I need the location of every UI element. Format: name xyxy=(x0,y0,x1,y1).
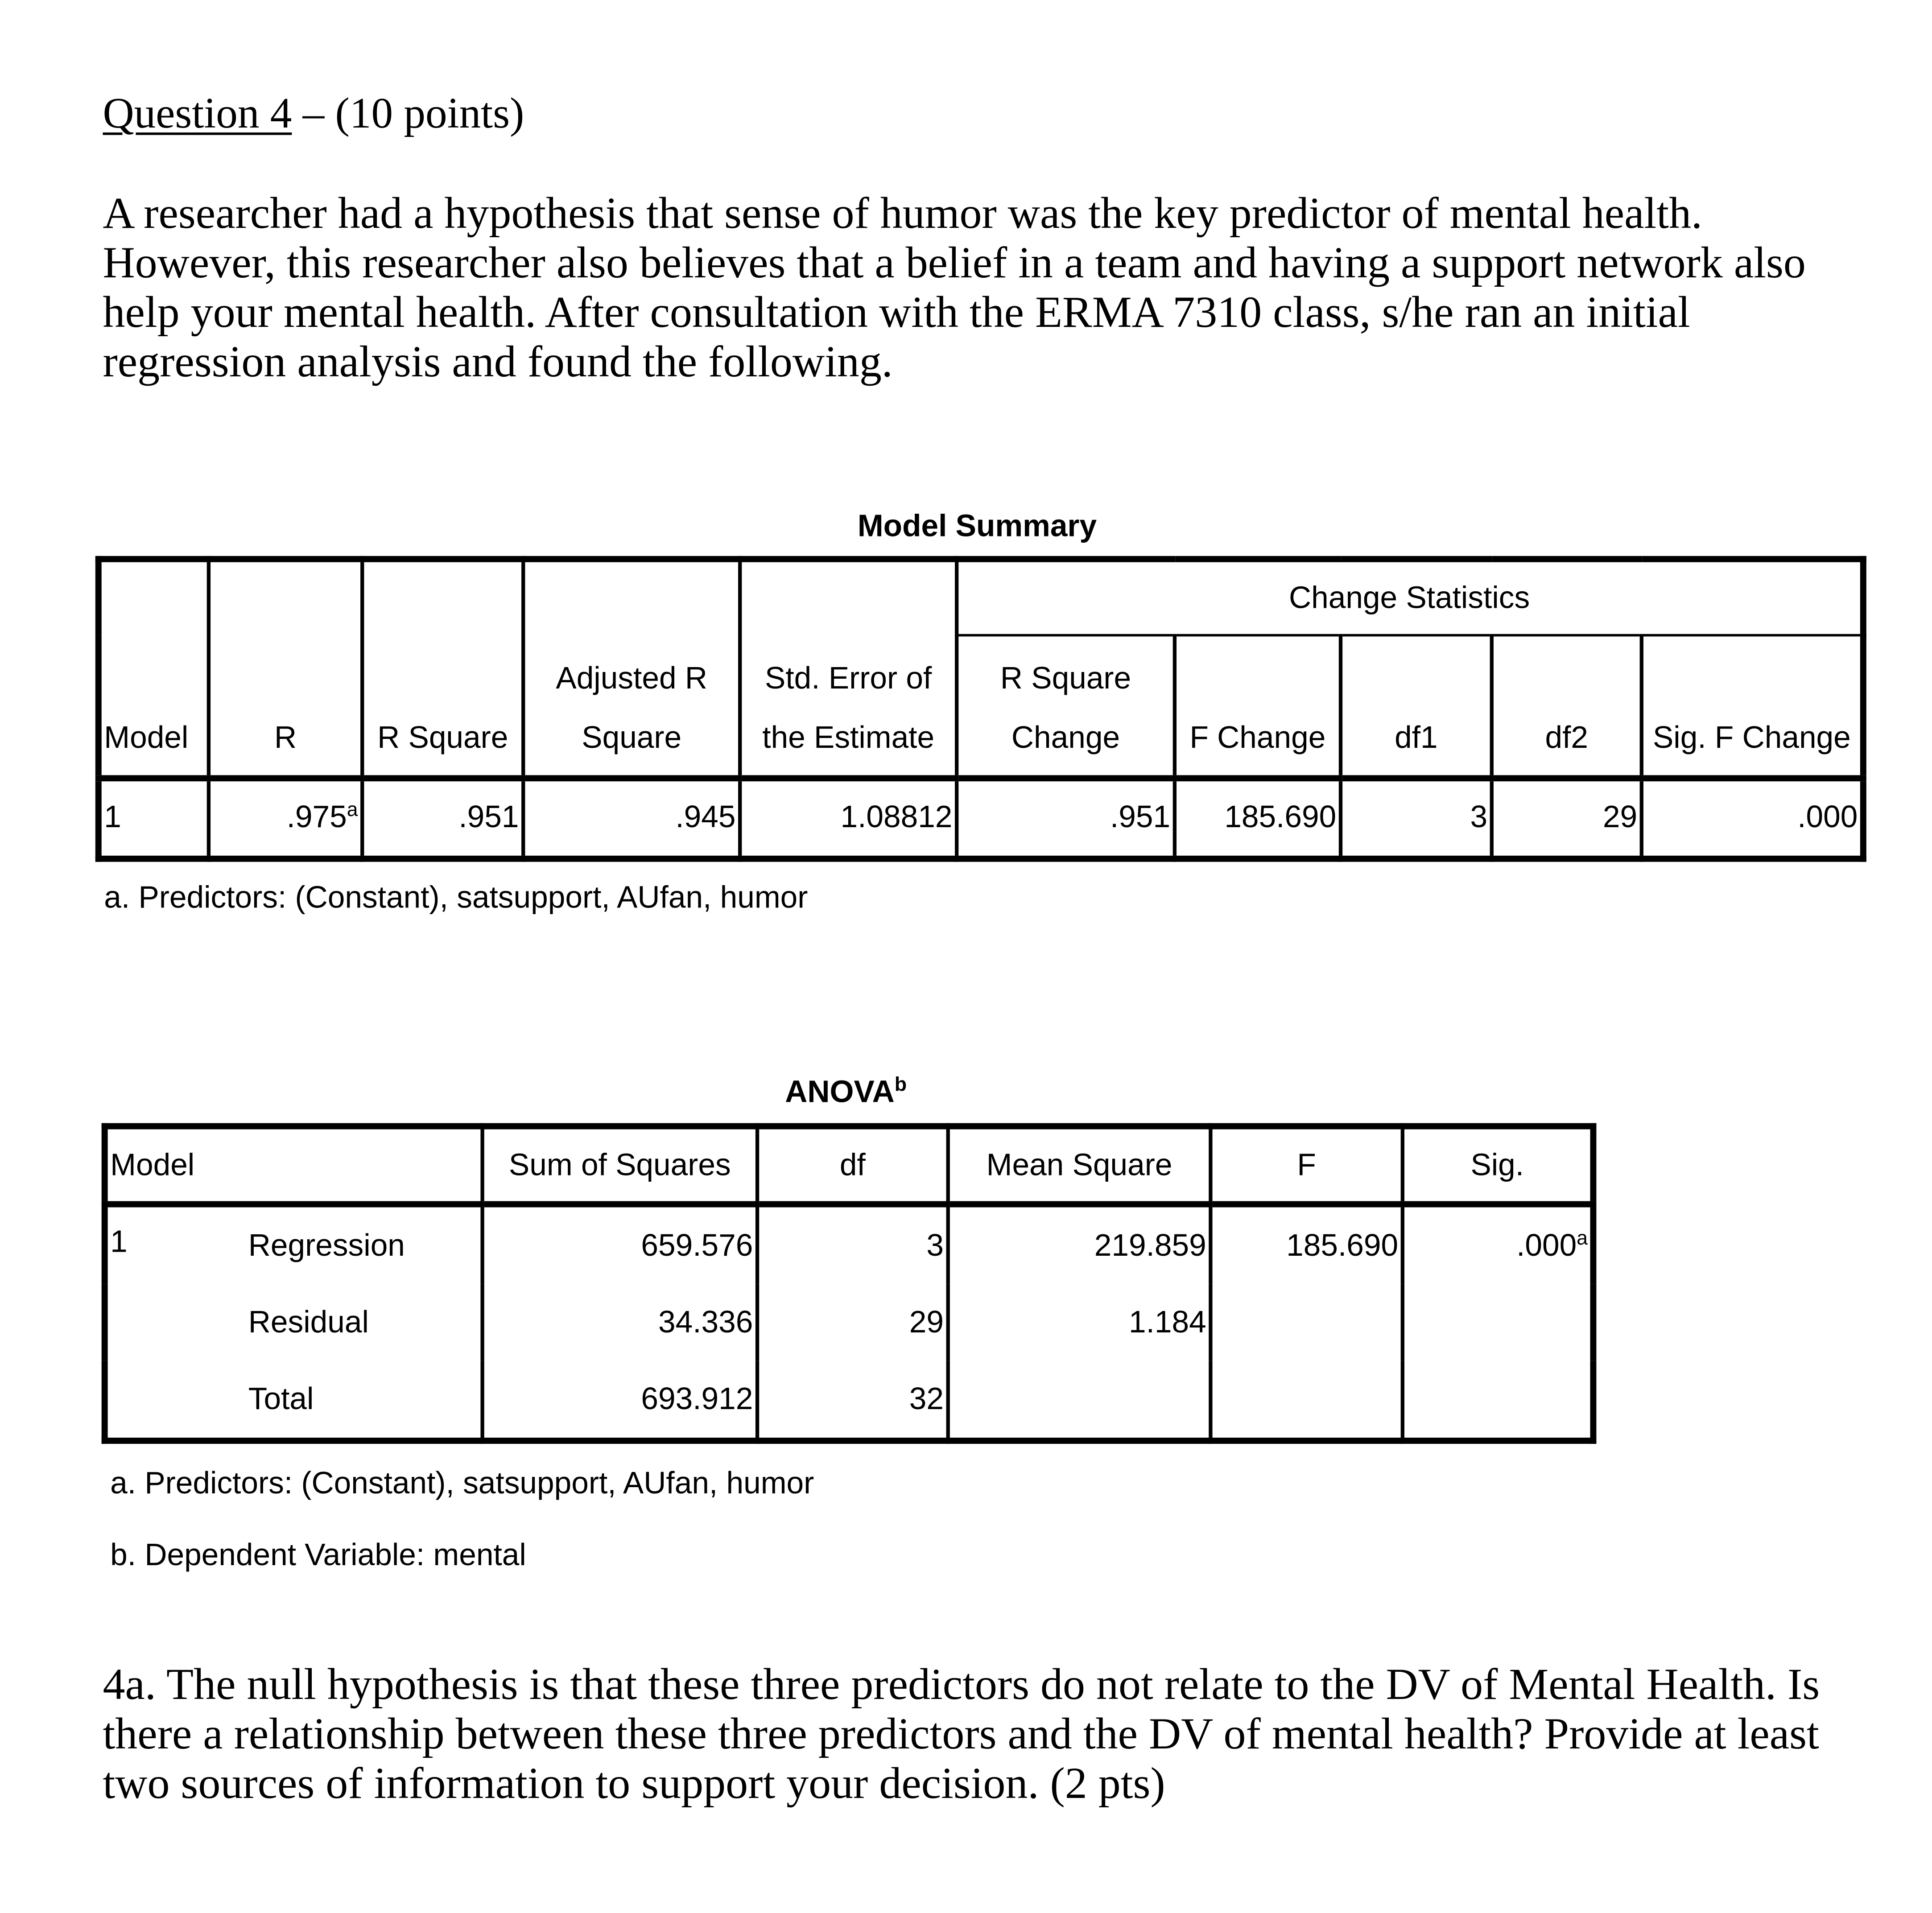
cell-ss: 693.912 xyxy=(480,1361,760,1441)
table-row: 1 Regression 659.576 3 219.859 185.690 .… xyxy=(103,1204,1595,1441)
table-row: Residual 34.336 29 1.184 xyxy=(105,1284,1595,1361)
header-r-square-change: R Square Change xyxy=(954,635,1177,781)
cell-df: 32 xyxy=(755,1361,950,1441)
cell-f: 185.690 xyxy=(1209,1204,1405,1284)
header-sum-of-squares: Sum of Squares xyxy=(480,1126,760,1208)
cell-f xyxy=(1209,1361,1405,1441)
cell-f-change: 185.690 xyxy=(1172,777,1343,858)
cell-df1: 3 xyxy=(1338,777,1494,858)
question-4a: 4a. The null hypothesis is that these th… xyxy=(103,1659,1820,1808)
cell-ms: 1.184 xyxy=(946,1284,1213,1361)
cell-ms xyxy=(946,1361,1213,1441)
anova-footnote-a: a. Predictors: (Constant), satsupport, A… xyxy=(110,1466,814,1501)
model-summary-footnote: a. Predictors: (Constant), satsupport, A… xyxy=(104,880,808,915)
header-r: R xyxy=(206,559,364,781)
header-mean-square: Mean Square xyxy=(946,1126,1213,1208)
cell-ms: 219.859 xyxy=(946,1204,1213,1284)
cell-sig xyxy=(1400,1361,1595,1441)
cell-df2: 29 xyxy=(1490,777,1643,858)
anova-footnote-b: b. Dependent Variable: mental xyxy=(110,1538,526,1573)
question-label: Question 4 xyxy=(103,89,292,138)
anova-table: Model Sum of Squares df Mean Square F Si… xyxy=(101,1123,1597,1444)
cell-model: 1 xyxy=(96,777,211,858)
header-sig: Sig. xyxy=(1400,1126,1595,1208)
model-summary-table: Model R R Square Adjusted R Square Std. … xyxy=(95,556,1866,862)
header-f-change: F Change xyxy=(1172,635,1343,781)
cell-adj-r-square: .945 xyxy=(521,777,742,858)
cell-source: Regression xyxy=(241,1204,484,1284)
header-std-error: Std. Error of the Estimate xyxy=(738,559,959,781)
cell-df: 3 xyxy=(755,1204,950,1284)
cell-sig-f-change: .000 xyxy=(1639,777,1866,858)
header-r-square: R Square xyxy=(360,559,525,781)
intro-paragraph: A researcher had a hypothesis that sense… xyxy=(103,188,1806,387)
cell-df: 29 xyxy=(755,1284,950,1361)
cell-ss: 659.576 xyxy=(480,1204,760,1284)
cell-ss: 34.336 xyxy=(480,1284,760,1361)
header-df: df xyxy=(755,1126,950,1208)
cell-source: Total xyxy=(241,1361,484,1441)
question-heading: Question 4 – (10 points) xyxy=(103,89,524,139)
cell-sig xyxy=(1400,1284,1595,1361)
table-row: 1 .975a .951 .945 1.08812 .951 185.690 3… xyxy=(96,777,1866,858)
cell-source: Residual xyxy=(241,1284,484,1361)
cell-r: .975a xyxy=(206,777,364,858)
header-model: Model xyxy=(96,559,211,781)
table-row: Total 693.912 32 xyxy=(105,1361,1595,1441)
header-change-statistics: Change Statistics xyxy=(954,559,1866,637)
cell-f xyxy=(1209,1284,1405,1361)
header-sig-f-change: Sig. F Change xyxy=(1639,635,1866,781)
cell-model: 1 xyxy=(103,1204,241,1441)
header-model: Model xyxy=(103,1126,484,1208)
cell-sig: .000a xyxy=(1400,1204,1595,1284)
cell-r-square-change: .951 xyxy=(954,777,1177,858)
header-df2: df2 xyxy=(1490,635,1643,781)
header-adjusted-r-square: Adjusted R Square xyxy=(521,559,742,781)
header-df1: df1 xyxy=(1338,635,1494,781)
header-f: F xyxy=(1209,1126,1405,1208)
model-summary-title: Model Summary xyxy=(857,509,1097,544)
cell-std-error: 1.08812 xyxy=(738,777,959,858)
cell-r-square: .951 xyxy=(360,777,525,858)
question-points: – (10 points) xyxy=(292,89,524,138)
anova-title: ANOVAb xyxy=(785,1075,907,1110)
